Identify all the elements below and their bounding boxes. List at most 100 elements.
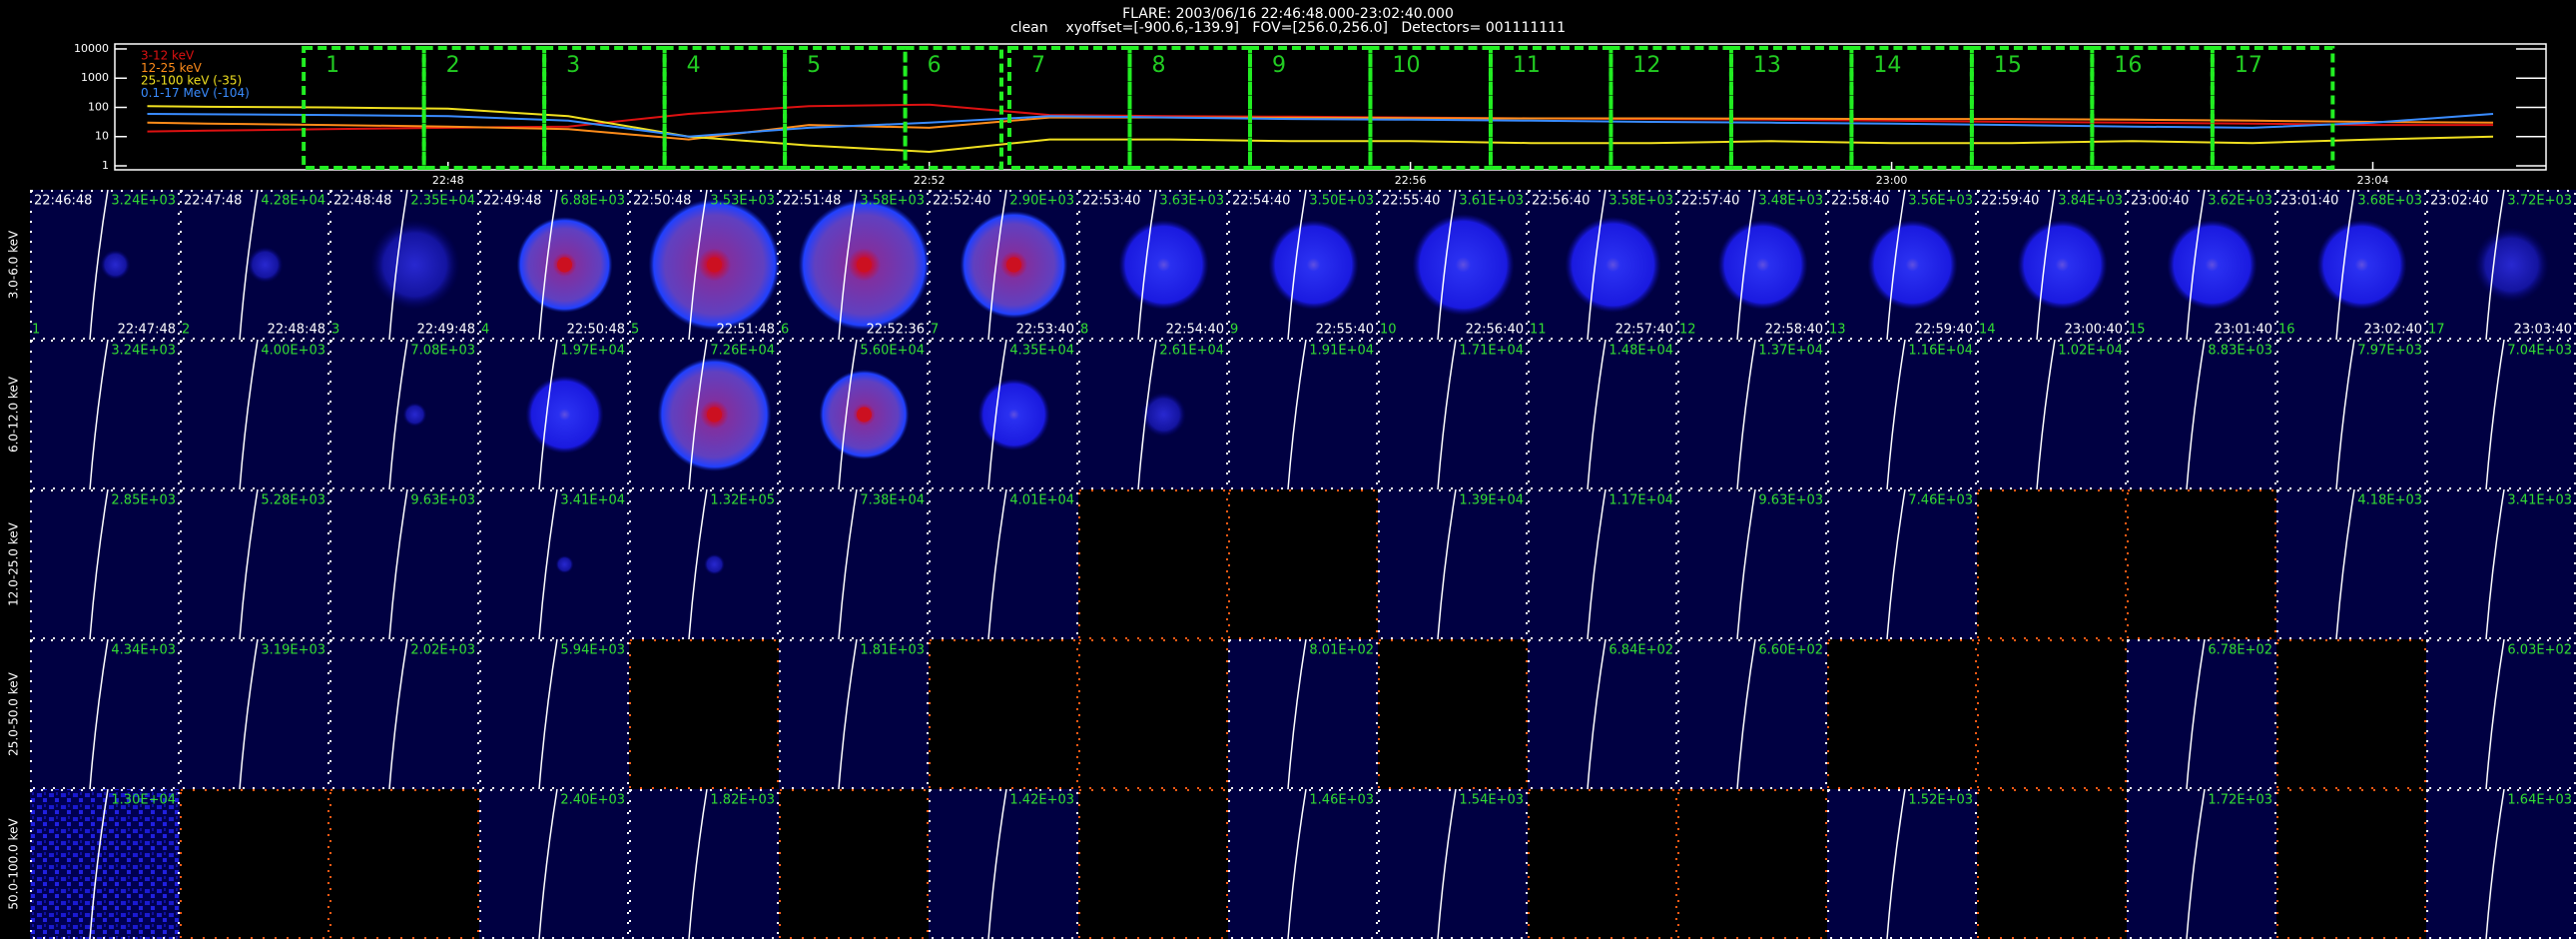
image-cell: 1.46E+03 [1228,788,1378,939]
interval-box [1609,46,1733,170]
image-cell [1677,789,1827,939]
image-cell: 7.97E+03 [2276,339,2426,490]
solar-limb [838,189,858,341]
end-time: 22:57:40 [1615,323,1673,338]
solar-limb [1886,339,1906,490]
peak-value: 4.00E+03 [261,344,325,359]
image-cell: 1.32E+05 [629,488,779,640]
peak-value: 6.88E+03 [560,194,625,209]
solar-limb [388,638,408,790]
peak-value: 3.41E+04 [560,493,625,508]
image-cell: 1.71E+04 [1378,339,1528,490]
image-cell: 1.91E+04 [1228,339,1378,490]
solar-limb [987,339,1007,490]
cell-border [2127,789,2276,939]
image-cell: 1.81E+03 [779,638,929,790]
interval-box [1127,46,1252,170]
cell-bg [629,789,779,939]
x-tick-label: 22:56 [1395,174,1427,187]
series-line [147,105,2494,154]
peak-value: 3.72E+03 [2507,194,2572,209]
solar-limb [239,638,259,790]
peak-value: 4.01E+04 [1009,493,1074,508]
image-cell: 2.40E+03 [479,788,629,939]
x-tick-label: 22:48 [432,174,464,187]
start-time: 23:02:40 [2430,194,2488,209]
image-cell: 1.82E+03 [629,788,779,939]
peak-value: 7.04E+03 [2507,344,2572,359]
end-time: 23:00:40 [2065,323,2123,338]
empty-cell [1977,789,2127,939]
solar-limb [1587,189,1607,341]
interval-label: 14 [1873,53,1901,78]
cell-bg [2426,789,2576,939]
cell-border [2426,190,2576,340]
solar-limb [2186,339,2206,490]
solar-limb [89,488,109,640]
cell-border [2276,489,2426,639]
interval-label: 9 [1272,53,1286,78]
image-cell: 6.84E+02 [1528,638,1677,790]
solar-limb [1587,488,1607,640]
peak-value: 1.54E+03 [1459,793,1524,808]
image-cell: 3.61E+03 22:55:40 22:56:40 10 [1378,189,1528,341]
image-cell [1078,489,1228,639]
image-cell: 1.37E+04 [1677,339,1827,490]
cell-bg [180,489,329,639]
cell-border [1677,639,1827,789]
cell-border [779,340,929,489]
empty-cell [929,639,1078,789]
peak-value: 4.35E+04 [1009,344,1074,359]
end-time: 22:58:40 [1765,323,1823,338]
y-tick-label: 10 [95,130,109,143]
image-cell: 3.72E+03 23:02:40 23:03:40 17 [2426,189,2576,341]
interval-box [1007,46,1132,170]
solar-limb [2485,189,2505,341]
cell-bg [929,789,1078,939]
solar-limb [239,189,259,341]
cell-border [1528,489,1677,639]
cell-border [479,340,629,489]
end-time: 22:56:40 [1466,323,1524,338]
image-cell: 4.35E+04 [929,339,1078,490]
image-cell: 7.38E+04 [779,488,929,640]
empty-cell [1078,789,1228,939]
cell-bg [2426,639,2576,789]
cell-border [1677,190,1827,340]
source [2316,220,2407,310]
cell-border [1827,489,1977,639]
source [369,220,460,310]
peak-value: 2.90E+03 [1009,194,1074,209]
cell-border [329,340,479,489]
x-tick-label: 22:52 [914,174,946,187]
peak-value: 3.48E+03 [1758,194,1823,209]
empty-cell [1827,639,1977,789]
image-cell: 3.84E+03 22:59:40 23:00:40 14 [1977,189,2127,341]
image-cell: 3.48E+03 22:57:40 22:58:40 12 [1677,189,1827,341]
solar-limb [1137,339,1157,490]
cell-border [30,340,180,489]
start-time: 22:53:40 [1082,194,1140,209]
cell-bg [30,489,180,639]
cell-border [2426,489,2576,639]
row-label: 25.0-50.0 keV [7,671,21,755]
interval-label: 17 [2235,53,2262,78]
cell-border [180,340,329,489]
image-cell: 6.60E+02 [1677,638,1827,790]
cell-bg [30,789,180,939]
peak-value: 7.26E+04 [710,344,775,359]
solar-limb [838,488,858,640]
solar-limb [1587,339,1607,490]
cell-bg [1827,789,1977,939]
peak-value: 2.85E+03 [111,493,176,508]
interval-index: 14 [1979,323,1996,338]
solar-limb [89,638,109,790]
cell-border [1827,789,1977,939]
series-line [147,116,2494,141]
cell-border [329,190,479,340]
end-time: 22:54:40 [1166,323,1224,338]
cell-border [1677,489,1827,639]
peak-value: 3.56E+03 [1908,194,1973,209]
peak-value: 4.28E+04 [261,194,325,209]
source [2474,227,2549,303]
